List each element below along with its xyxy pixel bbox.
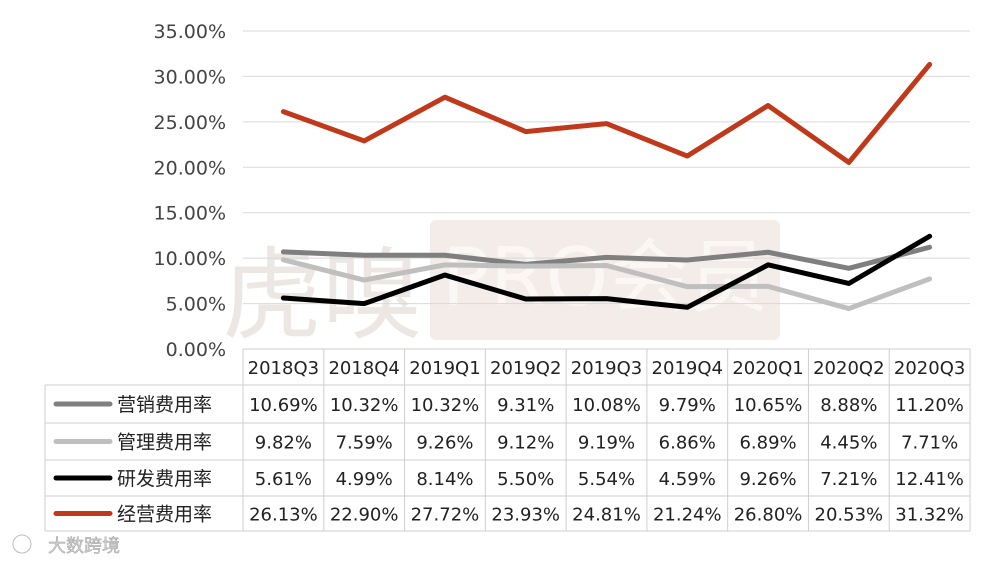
data-label: 6.86% xyxy=(659,433,716,454)
gridlines xyxy=(243,30,970,305)
x-tick-label: 2019Q1 xyxy=(409,358,480,379)
data-label: 4.59% xyxy=(659,469,716,490)
footer-logo-ring xyxy=(12,534,32,554)
y-axis-ticks: 0.00% 5.00% 10.00% 15.00% 20.00% 25.00% 30.00%… xyxy=(154,21,226,361)
footer-watermark: 大数跨境 xyxy=(12,534,120,557)
legend-label: 管理费用率 xyxy=(117,432,212,454)
data-label: 9.19% xyxy=(578,433,635,454)
data-label: 4.45% xyxy=(820,433,877,454)
data-label: 9.82% xyxy=(255,433,312,454)
x-tick-label: 2019Q4 xyxy=(652,358,723,379)
data-label: 7.71% xyxy=(901,433,958,454)
data-label: 12.41% xyxy=(895,469,964,490)
data-label: 9.26% xyxy=(416,433,473,454)
x-tick-label: 2019Q2 xyxy=(490,358,561,379)
x-tick-label: 2020Q2 xyxy=(813,358,884,379)
legend-label: 研发费用率 xyxy=(117,468,212,490)
data-label: 10.65% xyxy=(734,395,803,416)
data-label: 9.31% xyxy=(497,395,554,416)
data-label: 26.13% xyxy=(249,505,318,526)
data-label: 21.24% xyxy=(653,505,722,526)
y-tick-label: 35.00% xyxy=(154,21,226,43)
data-label: 10.32% xyxy=(330,395,399,416)
data-label: 6.89% xyxy=(739,433,796,454)
y-tick-label: 15.00% xyxy=(154,203,226,225)
data-label: 10.69% xyxy=(249,395,318,416)
legend-label: 营销费用率 xyxy=(117,394,212,416)
data-label: 9.12% xyxy=(497,433,554,454)
data-label: 22.90% xyxy=(330,505,399,526)
data-label: 4.99% xyxy=(336,469,393,490)
x-tick-label: 2020Q3 xyxy=(894,358,965,379)
x-tick-label: 2019Q3 xyxy=(571,358,642,379)
data-label: 10.32% xyxy=(411,395,480,416)
y-tick-label: 20.00% xyxy=(154,157,226,179)
data-label: 23.93% xyxy=(491,505,560,526)
data-label: 8.14% xyxy=(416,469,473,490)
x-tick-label: 2020Q1 xyxy=(732,358,803,379)
series-line xyxy=(280,61,933,165)
data-label: 8.88% xyxy=(820,395,877,416)
series-lines xyxy=(280,61,933,312)
data-label: 24.81% xyxy=(572,505,641,526)
y-tick-label: 0.00% xyxy=(166,339,226,361)
data-label: 11.20% xyxy=(895,395,964,416)
x-tick-label: 2018Q4 xyxy=(328,358,399,379)
data-label: 7.59% xyxy=(336,433,393,454)
data-label: 20.53% xyxy=(815,505,884,526)
data-label: 27.72% xyxy=(411,505,480,526)
x-tick-label: 2018Q3 xyxy=(248,358,319,379)
watermark-badge xyxy=(430,220,780,340)
data-label: 10.08% xyxy=(572,395,641,416)
data-label: 5.61% xyxy=(255,469,312,490)
y-tick-label: 30.00% xyxy=(154,66,226,88)
data-label: 31.32% xyxy=(895,505,964,526)
data-table: 2018Q3 2018Q4 2019Q1 2019Q2 2019Q3 2019Q4 2020… xyxy=(44,348,971,532)
y-tick-label: 10.00% xyxy=(154,248,226,270)
footer-brand-text: 大数跨境 xyxy=(48,536,120,557)
y-tick-label: 25.00% xyxy=(154,112,226,134)
data-label: 5.50% xyxy=(497,469,554,490)
watermark-sub-text: PRO会员 xyxy=(442,231,769,324)
legend-label: 经营费用率 xyxy=(117,504,212,526)
data-label: 7.21% xyxy=(820,469,877,490)
data-label: 9.26% xyxy=(739,469,796,490)
data-label: 26.80% xyxy=(734,505,803,526)
data-label: 5.54% xyxy=(578,469,635,490)
data-label: 9.79% xyxy=(659,395,716,416)
y-tick-label: 5.00% xyxy=(166,294,226,316)
